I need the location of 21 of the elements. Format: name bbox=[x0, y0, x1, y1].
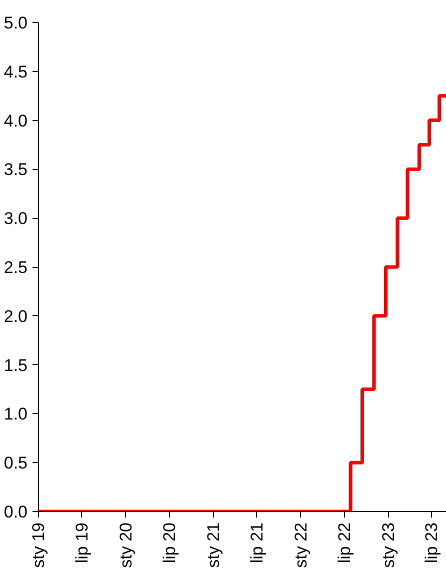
x-tick-label: sty 19 bbox=[29, 522, 48, 568]
y-tick-label: 0.0 bbox=[4, 502, 28, 522]
y-tick-label: 4.5 bbox=[4, 62, 28, 82]
y-tick-label: 3.5 bbox=[4, 160, 28, 180]
x-tick-label: lip 19 bbox=[72, 522, 92, 564]
y-tick-label: 0.5 bbox=[4, 454, 28, 473]
x-tick-label: lip 23 bbox=[422, 522, 442, 564]
y-tick-label: 1.0 bbox=[4, 404, 28, 424]
x-tick-label: lip 20 bbox=[160, 522, 179, 564]
x-tick-label: sty 21 bbox=[204, 522, 224, 568]
x-tick-label: sty 23 bbox=[378, 522, 398, 568]
x-tick-label: lip 21 bbox=[247, 522, 266, 564]
x-tick-label: lip 22 bbox=[334, 522, 354, 564]
y-tick-label: 5.0 bbox=[4, 14, 28, 32]
y-tick-label: 1.5 bbox=[4, 356, 28, 375]
y-tick-label: 3.0 bbox=[4, 209, 28, 228]
y-tick-label: 4.0 bbox=[4, 111, 28, 130]
x-tick-label: sty 22 bbox=[291, 522, 310, 568]
y-tick-label: 2.5 bbox=[4, 258, 28, 277]
x-tick-label: sty 20 bbox=[116, 522, 136, 568]
y-tick-label: 2.0 bbox=[4, 306, 28, 326]
